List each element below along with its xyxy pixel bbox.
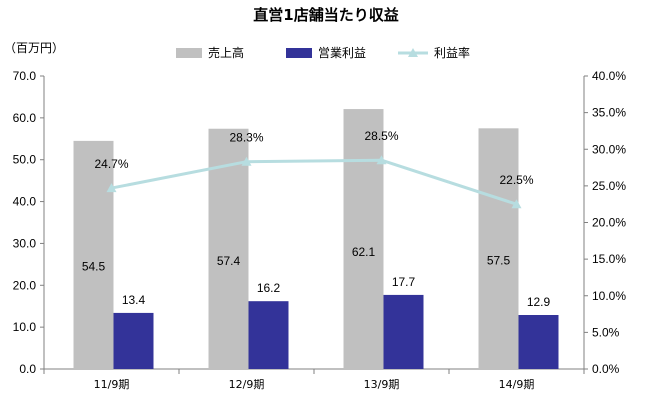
y-tick-label-right: 10.0% xyxy=(592,289,626,303)
y-tick-label-right: 15.0% xyxy=(592,252,626,266)
legend-swatch xyxy=(286,48,312,58)
y-tick-label-right: 5.0% xyxy=(592,325,620,339)
operating-profit-bar xyxy=(383,294,424,369)
legend-swatch xyxy=(176,48,202,58)
y-tick-label-left: 30.0 xyxy=(13,236,37,250)
profit-margin-marker xyxy=(106,183,117,193)
operating-profit-bar xyxy=(113,312,154,369)
y-tick-label-right: 30.0% xyxy=(592,142,626,156)
profit-margin-marker xyxy=(376,155,387,165)
operating-profit-bar xyxy=(518,315,559,369)
operating-profit-data-label: 16.2 xyxy=(257,281,281,295)
profit-margin-marker xyxy=(511,199,522,209)
operating-profit-data-label: 17.7 xyxy=(392,275,416,289)
legend: 売上高 営業利益 利益率 xyxy=(176,45,470,60)
y-tick-label-left: 50.0 xyxy=(13,153,37,167)
profit-margin-data-label: 28.3% xyxy=(229,131,263,145)
profit-margin-line xyxy=(111,158,517,206)
sales-data-label: 62.1 xyxy=(352,245,376,259)
profit-margin-data-label: 28.5% xyxy=(364,129,398,143)
y-tick-label-right: 20.0% xyxy=(592,216,626,230)
sales-data-label: 57.5 xyxy=(487,254,511,268)
y-tick-label-right: 35.0% xyxy=(592,106,626,120)
sales-bar xyxy=(73,140,114,369)
y-tick-label-left: 40.0 xyxy=(13,195,37,209)
y-axis-unit: （百万円） xyxy=(4,41,64,55)
y-tick-label-left: 60.0 xyxy=(13,111,37,125)
operating-profit-bar xyxy=(248,301,289,369)
legend-label: 売上高 xyxy=(208,45,244,60)
profit-margin-data-label: 24.7% xyxy=(94,157,128,171)
operating-profit-data-label: 12.9 xyxy=(527,295,551,309)
sales-bar xyxy=(478,128,519,369)
y-tick-label-right: 25.0% xyxy=(592,179,626,193)
sales-bar xyxy=(343,109,384,370)
y-tick-label-left: 10.0 xyxy=(13,320,37,334)
x-tick-label: 14/9期 xyxy=(499,378,535,391)
chart-title: 直営1店舗当たり収益 xyxy=(253,6,398,24)
profit-margin-data-label: 22.5% xyxy=(499,173,533,187)
y-tick-label-right: 0.0% xyxy=(592,362,620,376)
x-tick-label: 11/9期 xyxy=(94,378,130,391)
sales-data-label: 54.5 xyxy=(82,259,106,273)
x-tick-label: 13/9期 xyxy=(364,378,400,391)
y-tick-label-right: 40.0% xyxy=(592,69,626,83)
y-tick-label-left: 70.0 xyxy=(13,69,37,83)
legend-marker xyxy=(408,48,418,57)
x-tick-label: 12/9期 xyxy=(229,378,265,391)
sales-data-label: 57.4 xyxy=(217,254,241,268)
legend-label: 営業利益 xyxy=(318,46,366,60)
y-tick-label-left: 20.0 xyxy=(13,278,37,292)
plot-area: 0.0 10.0 20.0 30.0 40.0 50.0 60.0 70.0 0.0% 5.0% 1… xyxy=(13,69,627,391)
profit-margin-marker xyxy=(241,156,252,166)
y-tick-label-left: 0.0 xyxy=(19,362,36,376)
operating-profit-data-label: 13.4 xyxy=(122,293,146,307)
legend-label: 利益率 xyxy=(434,45,470,60)
